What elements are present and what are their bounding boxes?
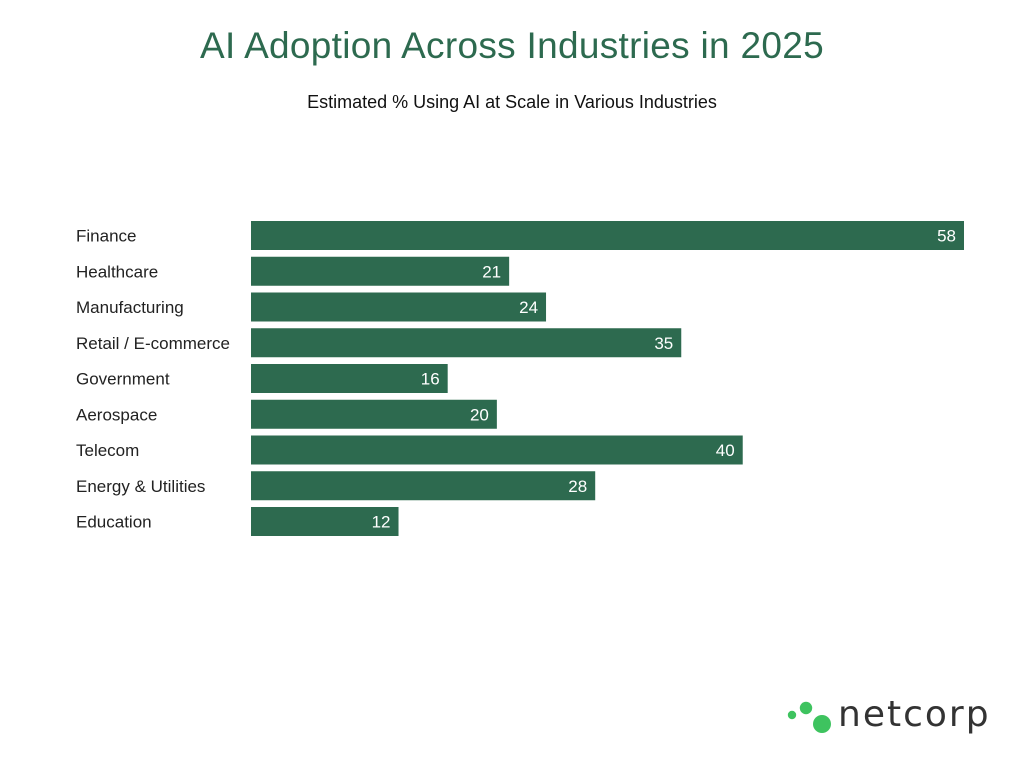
bar: [251, 328, 682, 358]
chart-subtitle: Estimated % Using AI at Scale in Various…: [307, 92, 717, 112]
category-label: Telecom: [76, 441, 139, 460]
green-dots-icon: [787, 701, 831, 733]
bar-value-label: 35: [654, 334, 673, 353]
category-label: Aerospace: [76, 405, 157, 424]
bar: [251, 471, 596, 501]
brand-logo: netcorp: [786, 694, 1006, 738]
bar: [251, 221, 964, 250]
bar-value-label: 20: [470, 405, 489, 424]
category-label: Retail / E-commerce: [76, 334, 230, 353]
brand-name: netcorp: [838, 694, 991, 735]
bar-value-label: 28: [568, 477, 587, 496]
category-label: Energy & Utilities: [76, 477, 205, 496]
chart-title: AI Adoption Across Industries in 2025: [199, 25, 825, 66]
bar-value-label: 21: [482, 262, 501, 281]
bar: [251, 292, 547, 322]
bar-value-label: 24: [519, 298, 538, 317]
bar: [251, 364, 448, 393]
category-label: Manufacturing: [76, 298, 184, 317]
bar: [251, 399, 497, 429]
category-label: Finance: [76, 227, 136, 246]
category-label: Government: [76, 370, 170, 389]
bar: [251, 507, 399, 536]
bar: [251, 256, 510, 286]
bar-value-label: 12: [372, 513, 391, 532]
bar: [251, 435, 743, 465]
bar-value-label: 58: [937, 227, 956, 246]
category-label: Healthcare: [76, 262, 158, 281]
bar-value-label: 40: [716, 441, 735, 460]
category-label: Education: [76, 513, 152, 532]
bar-value-label: 16: [421, 370, 440, 389]
